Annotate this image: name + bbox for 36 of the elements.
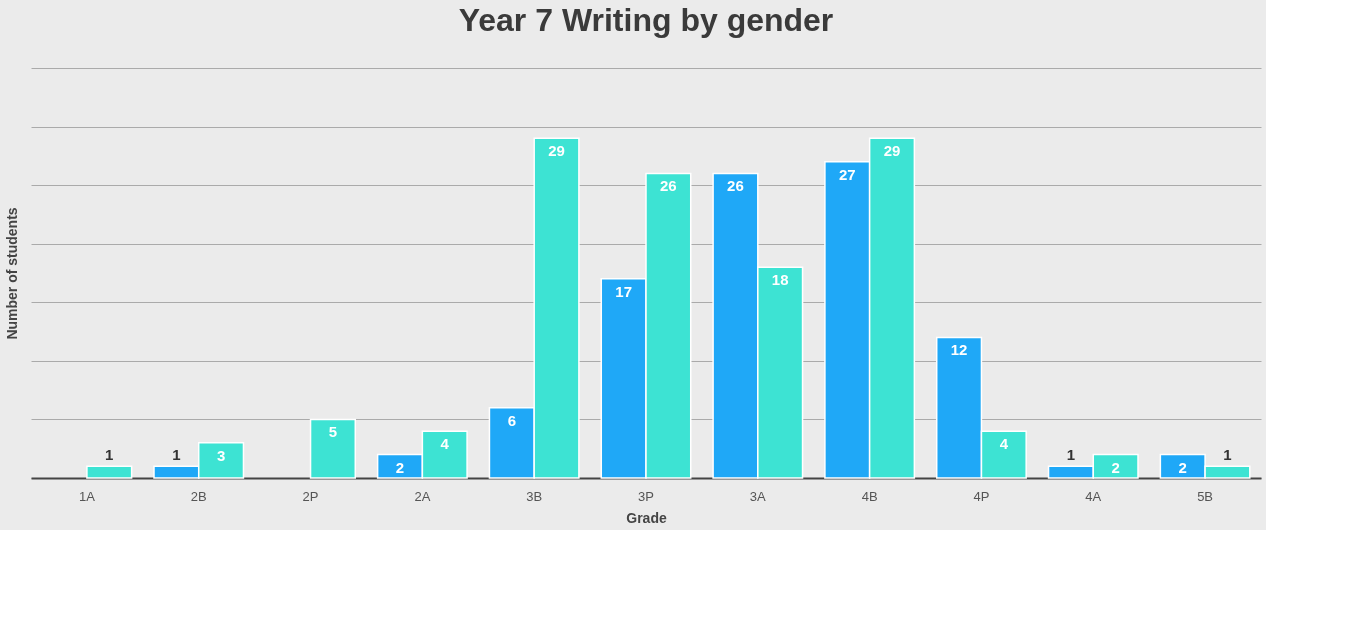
data-label: 26 (660, 177, 677, 195)
data-label: 29 (883, 142, 901, 160)
data-label: 1 (172, 446, 181, 464)
x-axis-title: Grade (626, 509, 667, 526)
data-label: 27 (838, 165, 856, 183)
x-tick-label: 2A (414, 488, 431, 504)
x-tick-label: 3B (526, 488, 543, 504)
data-label: 1 (1066, 446, 1076, 464)
x-tick-label: 2B (190, 488, 207, 504)
data-label: 2 (1178, 458, 1187, 476)
data-label: 4 (440, 435, 450, 453)
x-tick-label: 2P (302, 488, 319, 504)
bar (86, 465, 133, 479)
data-label: 2 (395, 458, 405, 476)
x-tick-label: 1A (78, 488, 96, 504)
bar (309, 418, 357, 479)
x-tick-label: 5B (1197, 488, 1214, 504)
data-label: 2 (1111, 458, 1120, 476)
y-axis-title: Number of students (3, 207, 20, 340)
data-label: 29 (548, 142, 565, 160)
data-label: 3 (216, 446, 226, 464)
data-label: 18 (771, 271, 789, 289)
data-label: 1 (105, 446, 114, 464)
x-tick-label: 4P (973, 488, 990, 504)
x-tick-label: 3P (638, 488, 654, 504)
data-label: 5 (328, 423, 338, 441)
data-label: 26 (727, 177, 744, 195)
chart-title: Year 7 Writing by gender (458, 2, 834, 38)
x-tick-label: 4A (1085, 488, 1102, 504)
data-label: 6 (507, 411, 516, 429)
x-tick-label: 3A (749, 488, 767, 504)
x-tick-label: 4B (861, 488, 878, 504)
data-label: 12 (950, 341, 968, 359)
data-label: 17 (615, 282, 632, 300)
data-label: 1 (1223, 446, 1232, 464)
data-label: 4 (999, 435, 1009, 453)
